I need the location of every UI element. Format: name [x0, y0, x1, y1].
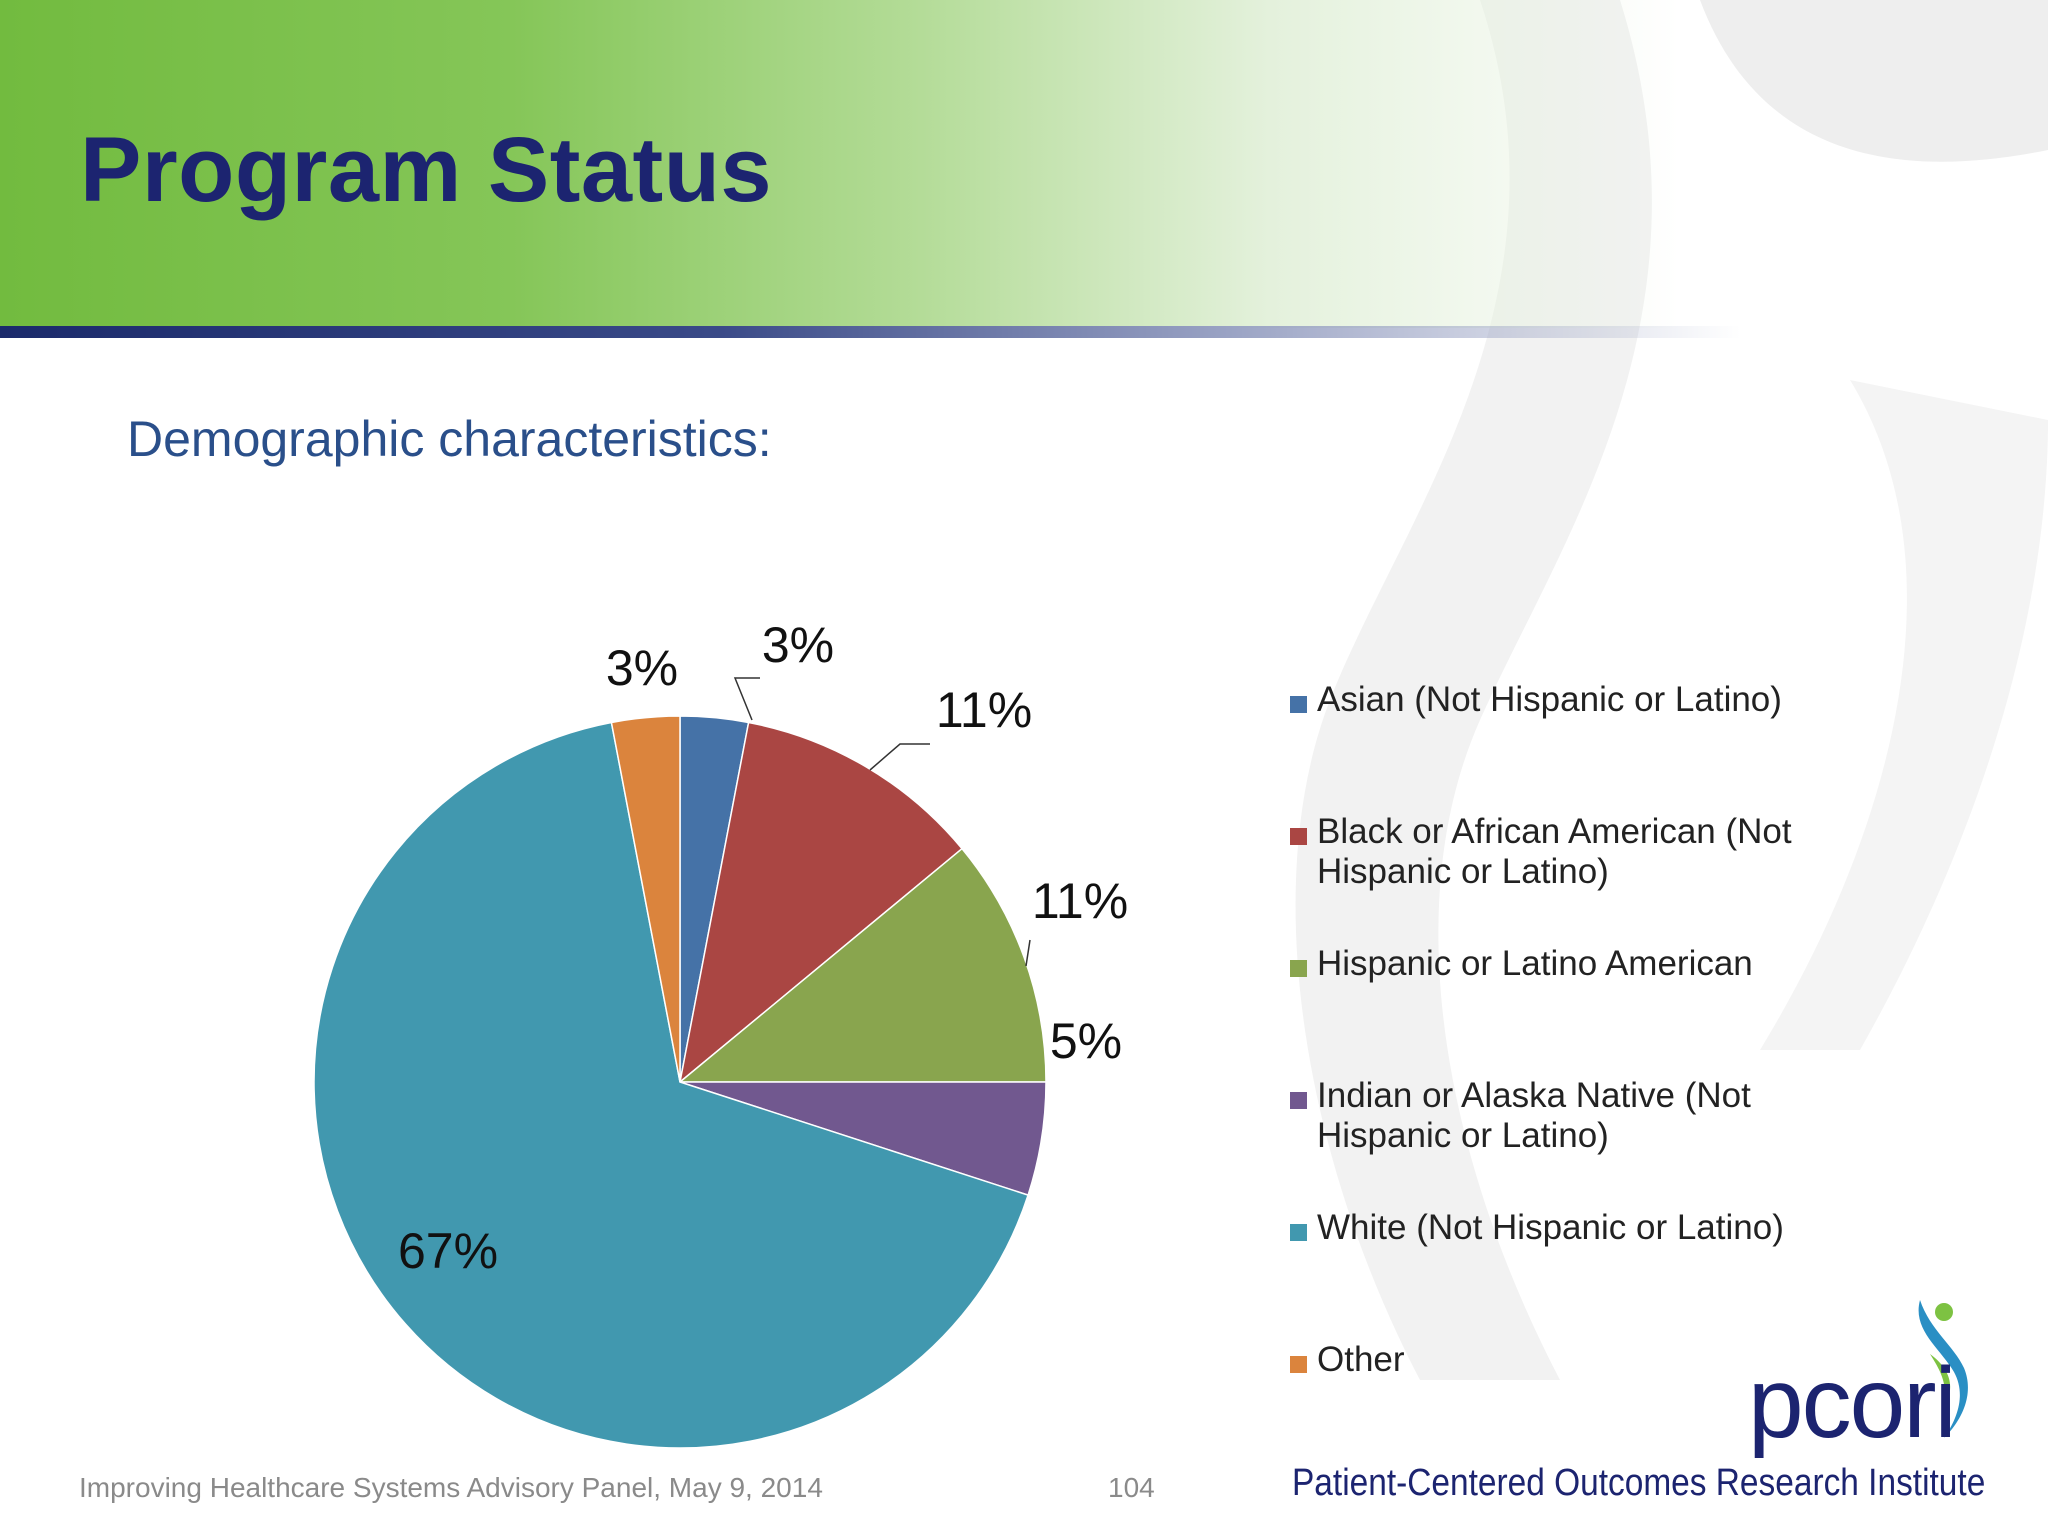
pie-leader-line-1 [733, 677, 760, 721]
pie-data-label-4: 5% [1050, 1013, 1122, 1069]
slide-subtitle: Demographic characteristics: [127, 411, 772, 467]
legend-swatch [1290, 1092, 1307, 1109]
legend-item: Indian or Alaska Native (Not Hispanic or… [1290, 1076, 1817, 1156]
footer-text: Improving Healthcare Systems Advisory Pa… [79, 1472, 823, 1503]
pie-data-label-5: 67% [398, 1223, 498, 1279]
pie-leader-line-2 [869, 743, 930, 771]
pie-slice-2 [678, 721, 964, 1084]
legend-item: Other [1290, 1340, 1817, 1380]
header-divider [0, 326, 2048, 338]
legend-label: Black or African American (Not Hispanic … [1317, 812, 1792, 891]
legend-item: Black or African American (Not Hispanic … [1290, 812, 1817, 892]
logo-wordmark: pcori [1748, 1347, 1957, 1459]
legend-label: Indian or Alaska Native (Not Hispanic or… [1317, 1076, 1751, 1155]
legend-label: Hispanic or Latino American [1317, 944, 1753, 983]
legend-label: Asian (Not Hispanic or Latino) [1317, 680, 1782, 719]
legend-swatch [1290, 960, 1307, 977]
legend-item: White (Not Hispanic or Latino) [1290, 1208, 1817, 1248]
legend-swatch [1290, 1224, 1307, 1241]
pie-data-label-3: 11% [1032, 873, 1128, 929]
legend-swatch [1290, 1356, 1307, 1373]
header-band [0, 0, 2048, 328]
legend-swatch [1290, 696, 1307, 713]
pie-leader-line-3 [1025, 939, 1031, 967]
legend-swatch [1290, 828, 1307, 845]
pcori-logo-figure-icon [1918, 1300, 1968, 1438]
legend-label: White (Not Hispanic or Latino) [1317, 1208, 1784, 1247]
pie-slice-5 [313, 721, 1030, 1449]
legend-item: Hispanic or Latino American [1290, 944, 1817, 984]
page-number: 104 [1108, 1472, 1155, 1503]
pie-data-label-6: 3% [606, 640, 678, 696]
pie-data-label-1: 3% [762, 617, 834, 673]
pie-data-label-2: 11% [936, 682, 1032, 738]
page-title: Program Status [80, 119, 773, 221]
legend-label: Other [1317, 1340, 1405, 1379]
pie-slice-6 [610, 715, 681, 1083]
logo-tagline: Patient-Centered Outcomes Research Insti… [1292, 1462, 1986, 1504]
legend-item: Asian (Not Hispanic or Latino) [1290, 680, 1817, 720]
pie-slice-3 [677, 847, 1047, 1083]
